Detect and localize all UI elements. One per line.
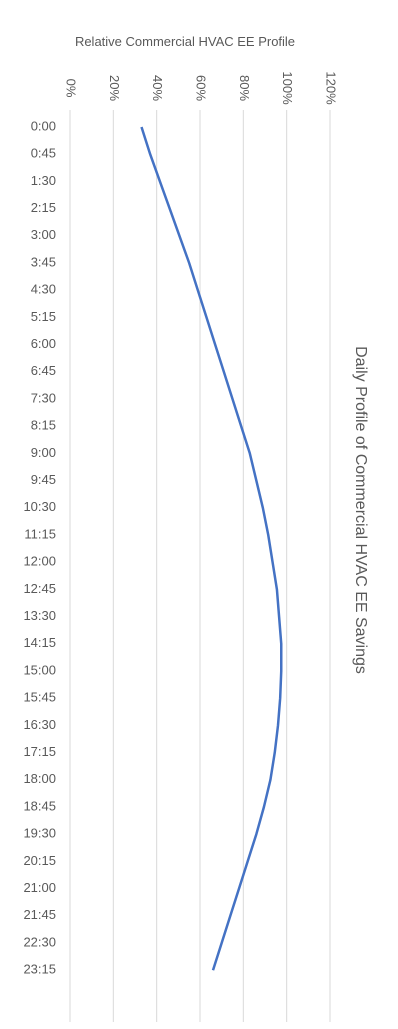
x-tick-label: 18:45: [23, 798, 56, 813]
x-tick-label: 18:00: [23, 771, 56, 786]
x-tick-label: 10:30: [23, 499, 56, 514]
x-tick-label: 16:30: [23, 717, 56, 732]
x-tick-label: 5:15: [31, 309, 56, 324]
axis-title: Relative Commercial HVAC EE Profile: [75, 34, 295, 49]
x-tick-label: 7:30: [31, 390, 56, 405]
x-tick-label: 22:30: [23, 934, 56, 949]
x-tick-label: 3:00: [31, 227, 56, 242]
x-tick-label: 9:00: [31, 445, 56, 460]
x-tick-label: 3:45: [31, 254, 56, 269]
x-tick-label: 4:30: [31, 282, 56, 297]
x-tick-label: 19:30: [23, 826, 56, 841]
x-tick-label: 15:00: [23, 662, 56, 677]
y-tick-label: 80%: [237, 75, 252, 101]
x-tick-label: 21:45: [23, 907, 56, 922]
x-tick-label: 0:00: [31, 118, 56, 133]
x-tick-label: 2:15: [31, 200, 56, 215]
y-tick-label: 0%: [64, 79, 79, 98]
x-tick-label: 15:45: [23, 690, 56, 705]
line: [140, 126, 283, 971]
x-tick-label: 20:15: [23, 853, 56, 868]
x-tick-label: 12:45: [23, 581, 56, 596]
x-tick-label: 12:00: [23, 554, 56, 569]
x-tick-label: 23:15: [23, 962, 56, 977]
x-tick-label: 6:00: [31, 336, 56, 351]
chart-title: Daily Profile of Commercial HVAC EE Savi…: [352, 346, 369, 674]
y-tick-label: 20%: [107, 75, 122, 101]
y-tick-label: 60%: [194, 75, 209, 101]
x-tick-label: 14:15: [23, 635, 56, 650]
x-tick-label: 0:45: [31, 146, 56, 161]
x-tick-label: 17:15: [23, 744, 56, 759]
x-tick-label: 6:45: [31, 363, 56, 378]
x-tick-label: 11:15: [24, 526, 56, 541]
x-tick-label: 1:30: [31, 173, 56, 188]
x-tick-label: 21:00: [23, 880, 56, 895]
y-tick-label: 120%: [324, 71, 339, 105]
x-tick-label: 9:45: [31, 472, 56, 487]
y-tick-label: 40%: [150, 75, 165, 101]
y-tick-label: 100%: [280, 71, 295, 105]
x-tick-label: 8:15: [31, 418, 56, 433]
x-tick-label: 13:30: [23, 608, 56, 623]
